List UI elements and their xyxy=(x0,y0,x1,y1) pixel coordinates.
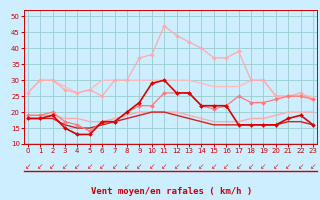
Text: ↙: ↙ xyxy=(87,162,93,171)
Text: ↙: ↙ xyxy=(273,162,279,171)
Text: ↙: ↙ xyxy=(148,162,155,171)
Text: ↙: ↙ xyxy=(198,162,204,171)
Text: ↙: ↙ xyxy=(248,162,254,171)
Text: ↙: ↙ xyxy=(25,162,31,171)
Text: ↙: ↙ xyxy=(223,162,229,171)
Text: ↙: ↙ xyxy=(260,162,267,171)
Text: ↙: ↙ xyxy=(124,162,130,171)
Text: ↙: ↙ xyxy=(62,162,68,171)
Text: ↙: ↙ xyxy=(236,162,242,171)
Text: ↙: ↙ xyxy=(161,162,167,171)
Text: ↙: ↙ xyxy=(99,162,105,171)
Text: ↙: ↙ xyxy=(111,162,118,171)
Text: ↙: ↙ xyxy=(74,162,81,171)
Text: ↙: ↙ xyxy=(173,162,180,171)
Text: ↙: ↙ xyxy=(310,162,316,171)
Text: ↙: ↙ xyxy=(37,162,43,171)
Text: ↙: ↙ xyxy=(211,162,217,171)
Text: ↙: ↙ xyxy=(49,162,56,171)
Text: ↙: ↙ xyxy=(136,162,143,171)
Text: ↙: ↙ xyxy=(285,162,292,171)
Text: ↙: ↙ xyxy=(186,162,192,171)
Text: ↙: ↙ xyxy=(298,162,304,171)
Text: Vent moyen/en rafales ( km/h ): Vent moyen/en rafales ( km/h ) xyxy=(91,188,252,196)
